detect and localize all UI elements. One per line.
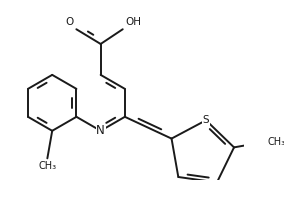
- Text: N: N: [96, 124, 105, 137]
- Text: CH₃: CH₃: [38, 161, 57, 171]
- Text: CH₃: CH₃: [268, 137, 284, 147]
- Text: S: S: [203, 115, 209, 125]
- Text: OH: OH: [125, 17, 141, 27]
- Text: O: O: [65, 17, 73, 27]
